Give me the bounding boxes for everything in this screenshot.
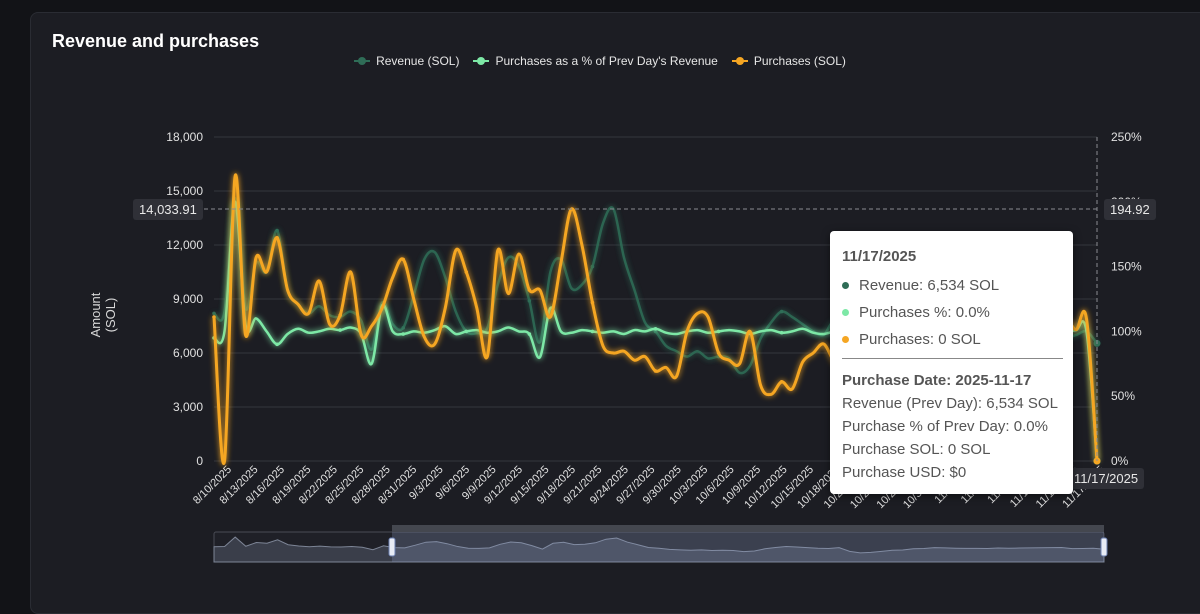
y-tick-label: 18,000 (166, 130, 203, 144)
y2-tick-label: 50% (1111, 389, 1135, 403)
series-point-2 (212, 315, 216, 319)
crosshair-right-value: 194.92 (1104, 199, 1156, 220)
tooltip-dot-purchases (842, 336, 849, 343)
legend-label-revenue: Revenue (SOL) (376, 54, 460, 68)
tooltip-separator (842, 358, 1063, 359)
y2-tick-label: 0% (1111, 454, 1129, 468)
legend-item-purchases[interactable]: Purchases (SOL) (731, 54, 846, 68)
series-point-0 (779, 309, 784, 314)
series-point-2 (401, 257, 406, 262)
chart-title: Revenue and purchases (52, 31, 260, 51)
legend-label-purchases: Purchases (SOL) (753, 54, 846, 68)
series-point-0 (653, 329, 658, 334)
slider-window (392, 532, 1104, 562)
series-point-1 (779, 330, 784, 335)
series-point-0 (212, 311, 216, 316)
series-point-2 (653, 369, 658, 373)
tooltip-purchase-sol: Purchase SOL: 0 SOL (842, 441, 991, 458)
series-point-0 (275, 228, 279, 233)
series-point-1 (527, 332, 532, 336)
tooltip-row-purchases-pct: Purchases %: 0.0% (842, 304, 990, 321)
y2-tick-label: 250% (1111, 130, 1142, 144)
legend-label-purchases-pct: Purchases as a % of Prev Day's Revenue (495, 54, 718, 68)
slider-preview (213, 536, 1105, 563)
series-point-2 (590, 300, 595, 305)
y2-tick-label: 100% (1111, 324, 1142, 338)
series-point-2 (464, 270, 469, 274)
tooltip-purchase-pct-prev: Purchase % of Prev Day: 0.0% (842, 418, 1048, 435)
tooltip-dot-purchases-pct (842, 309, 849, 316)
y-tick-label: 9,000 (173, 292, 203, 306)
tooltip-dot-revenue (842, 282, 849, 289)
series-point-1 (653, 327, 658, 331)
crosshair-left-value: 14,033.91 (133, 199, 203, 220)
series-point-1 (401, 332, 406, 336)
crosshair-date-label: 11/17/2025 (1068, 468, 1145, 489)
y-tick-label: 6,000 (173, 346, 203, 360)
series-point-2 (527, 288, 532, 292)
series-point-1 (338, 328, 342, 332)
tooltip-row-revenue: Revenue: 6,534 SOL (842, 277, 999, 294)
legend-marker-purchases (731, 56, 748, 66)
series-point-1 (275, 342, 279, 347)
series-point-0 (401, 326, 406, 330)
series-point-2 (338, 313, 342, 318)
slider-handle-left (388, 537, 396, 557)
tooltip-row-purchases: Purchases: 0 SOL (842, 331, 981, 348)
legend-marker-revenue (354, 56, 371, 66)
series-point-2 (779, 380, 784, 384)
tooltip-purchases-pct: Purchases %: 0.0% (859, 304, 990, 321)
series-point-1 (464, 329, 469, 334)
y2-tick-label: 150% (1111, 260, 1142, 274)
tooltip-purchase-date: Purchase Date: 2025-11-17 (842, 372, 1032, 389)
tooltip-revenue: Revenue: 6,534 SOL (859, 277, 1000, 294)
tooltip: 11/17/2025 Revenue: 6,534 SOL Purchases … (830, 231, 1073, 494)
legend: Revenue (SOL) Purchases as a % of Prev D… (0, 54, 1200, 68)
tooltip-revenue-prev: Revenue (Prev Day): 6,534 SOL (842, 395, 1058, 412)
legend-item-revenue[interactable]: Revenue (SOL) (354, 54, 459, 68)
series-point-0 (527, 299, 532, 303)
series-point-2 (716, 351, 721, 355)
y-tick-label: 15,000 (166, 184, 203, 198)
y-tick-label: 12,000 (166, 238, 203, 252)
y-tick-label: 0 (196, 454, 203, 468)
legend-marker-purchases-pct (473, 56, 490, 66)
tooltip-purchases: Purchases: 0 SOL (859, 331, 981, 348)
legend-item-purchases-pct[interactable]: Purchases as a % of Prev Day's Revenue (473, 54, 718, 68)
tooltip-purchase-usd: Purchase USD: $0 (842, 464, 967, 481)
slider-top-bar (392, 525, 1104, 532)
y-tick-label: 3,000 (173, 400, 203, 414)
series-point-1 (590, 329, 595, 334)
series-point-1 (716, 329, 721, 334)
series-point-0 (590, 264, 595, 269)
tooltip-date: 11/17/2025 (842, 248, 917, 265)
slider-handle-right (1100, 537, 1108, 557)
series-point-2 (275, 236, 279, 240)
